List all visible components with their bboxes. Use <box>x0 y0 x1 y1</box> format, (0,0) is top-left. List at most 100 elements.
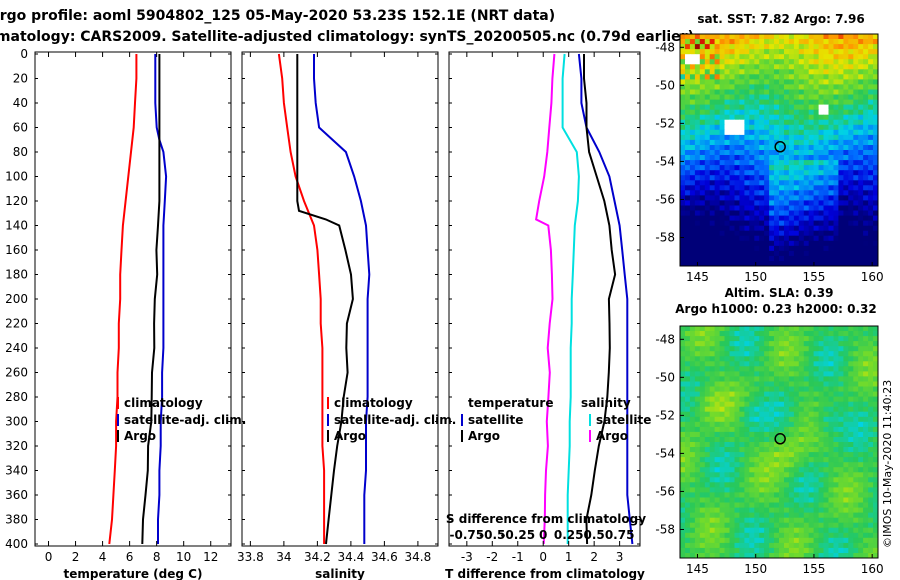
map-cell <box>729 49 735 55</box>
map-cell <box>808 220 815 227</box>
map-cell <box>873 240 878 247</box>
map-cell <box>848 190 854 196</box>
map-cell <box>764 452 770 458</box>
map-cell <box>793 341 800 347</box>
s-difference-axis-label: S difference from climatology <box>446 512 646 526</box>
map-cell <box>779 64 785 70</box>
map-cell <box>863 230 869 237</box>
map-cell <box>724 69 730 75</box>
map-cell <box>863 386 869 393</box>
map-cell <box>739 341 745 347</box>
map-cell <box>793 547 800 554</box>
map-cell <box>704 326 711 332</box>
map-cell <box>798 180 805 186</box>
legend-climatology-label: climatology <box>334 396 413 410</box>
map-cell <box>759 195 765 201</box>
map-cell <box>798 477 805 483</box>
map-cell <box>808 431 815 438</box>
map-cell <box>774 69 780 75</box>
map-cell <box>793 336 800 342</box>
map-cell <box>803 452 810 458</box>
map-cell <box>818 527 825 534</box>
map-cell <box>719 406 726 413</box>
map-cell <box>793 74 800 80</box>
map-cell <box>833 457 839 463</box>
map-cell <box>828 114 834 121</box>
map-cell <box>853 547 859 554</box>
map-cell <box>813 190 820 196</box>
map-cell <box>803 356 810 362</box>
map-cell <box>759 406 765 413</box>
map-cell <box>754 361 760 367</box>
map-cell <box>759 547 765 554</box>
map-cell <box>873 502 878 509</box>
map-cell <box>788 512 795 519</box>
map-cell <box>823 492 829 498</box>
map-cell <box>813 411 820 418</box>
map-cell <box>680 160 686 166</box>
map-cell <box>704 145 711 151</box>
map-cell <box>803 416 810 423</box>
map-cell <box>813 341 820 347</box>
map-cell <box>709 145 716 151</box>
map-cell <box>709 39 716 45</box>
map-cell <box>848 129 854 136</box>
map-cell <box>734 487 740 493</box>
map-cell <box>680 356 686 362</box>
map-cell <box>694 200 701 206</box>
map-cell <box>694 79 701 85</box>
map-cell <box>769 261 775 266</box>
map-cell <box>808 522 815 529</box>
map-cell <box>764 79 770 85</box>
map-cell <box>828 341 834 347</box>
map-cell <box>734 245 740 252</box>
map-cell <box>793 165 800 171</box>
map-cell <box>848 537 854 544</box>
map-cell <box>828 406 834 413</box>
map-cell <box>808 507 815 514</box>
map-cell <box>779 396 785 403</box>
map-cell <box>803 124 810 131</box>
depth-tick-label: 40 <box>13 96 28 110</box>
map-cell <box>823 497 829 504</box>
map-cell <box>749 261 755 266</box>
map-cell <box>868 553 874 558</box>
map-cell <box>858 195 864 201</box>
map-cell <box>774 517 780 524</box>
map-cell <box>754 180 760 186</box>
map-cell <box>873 129 878 136</box>
map-cell <box>853 341 859 347</box>
map-cell <box>813 74 820 80</box>
map-cell <box>774 462 780 468</box>
map-cell <box>823 341 829 347</box>
map-cell <box>848 386 854 393</box>
map-cell <box>838 492 844 498</box>
map-cell <box>798 170 805 176</box>
map-cell <box>719 336 726 342</box>
map-cell <box>808 537 815 544</box>
map-cell <box>719 366 726 372</box>
map-cell <box>833 542 839 549</box>
map-cell <box>863 341 869 347</box>
map-cell <box>863 64 869 70</box>
map-cell <box>749 109 755 116</box>
map-cell <box>754 195 760 201</box>
map-cell <box>868 160 874 166</box>
map-cell <box>754 391 760 398</box>
map-cell <box>823 522 829 529</box>
map-cell <box>828 386 834 393</box>
map-cell <box>774 170 780 176</box>
map-cell <box>808 225 815 232</box>
map-cell <box>848 351 854 357</box>
map-cell <box>793 386 800 393</box>
map-cell <box>788 39 795 45</box>
map-cell <box>853 442 859 448</box>
map-cell <box>853 59 859 65</box>
map-cell <box>784 361 790 367</box>
map-cell <box>749 119 755 126</box>
map-cell <box>863 180 869 186</box>
map-cell <box>833 351 839 357</box>
map-cell <box>873 522 878 529</box>
map-cell <box>828 547 834 554</box>
map-cell <box>868 240 874 247</box>
